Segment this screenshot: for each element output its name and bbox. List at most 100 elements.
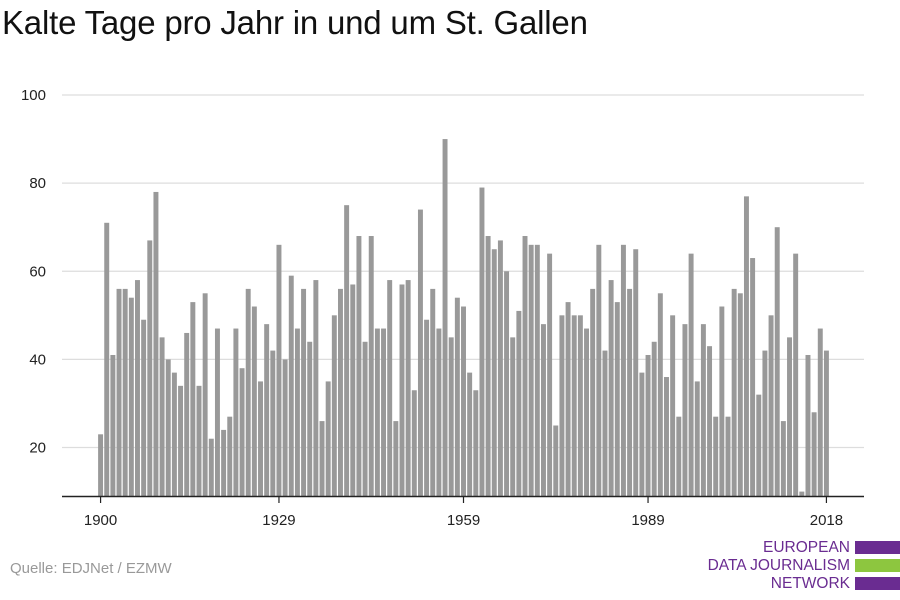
logo-line-1: EUROPEAN bbox=[763, 539, 850, 556]
bar-1927 bbox=[264, 324, 270, 496]
logo-bar-purple-bottom bbox=[855, 577, 900, 590]
bar-2012 bbox=[787, 337, 792, 496]
bar-1992 bbox=[664, 377, 669, 496]
y-tick-label-40: 40 bbox=[29, 351, 46, 368]
bar-1923 bbox=[239, 368, 245, 496]
bar-1967 bbox=[510, 337, 516, 496]
bar-1960 bbox=[467, 372, 473, 496]
bar-1943 bbox=[362, 341, 368, 496]
bar-2000 bbox=[713, 416, 719, 496]
bar-1945 bbox=[374, 328, 380, 496]
x-tick-label-2018: 2018 bbox=[810, 512, 843, 529]
bar-1991 bbox=[657, 293, 663, 496]
bar-1917 bbox=[202, 293, 208, 496]
chart-title: Kalte Tage pro Jahr in und um St. Gallen bbox=[2, 4, 588, 41]
bar-1922 bbox=[233, 328, 239, 496]
x-tick-label-1959: 1959 bbox=[447, 512, 480, 529]
bar-1939 bbox=[337, 288, 343, 496]
y-tick-label-60: 60 bbox=[29, 263, 46, 280]
bar-1949 bbox=[399, 284, 405, 496]
bar-1962 bbox=[479, 187, 485, 497]
bar-1920 bbox=[221, 429, 227, 496]
bar-1980 bbox=[590, 288, 596, 496]
bar-2005 bbox=[743, 196, 749, 496]
bar-1979 bbox=[584, 328, 590, 496]
bar-1990 bbox=[651, 341, 657, 496]
bar-1968 bbox=[516, 310, 522, 496]
bar-1997 bbox=[694, 381, 700, 496]
bar-1902 bbox=[110, 354, 116, 496]
bar-2013 bbox=[793, 253, 799, 496]
bars bbox=[98, 139, 829, 497]
bar-1984 bbox=[614, 302, 620, 496]
bar-1901 bbox=[104, 222, 110, 497]
bar-1955 bbox=[436, 328, 442, 496]
bar-1913 bbox=[178, 385, 184, 496]
bar-1908 bbox=[147, 240, 153, 496]
bar-2016 bbox=[811, 412, 817, 496]
bar-1989 bbox=[645, 354, 651, 496]
logo-line-2: DATA JOURNALISM bbox=[707, 557, 850, 574]
bar-1977 bbox=[571, 315, 577, 496]
bar-1999 bbox=[707, 346, 713, 496]
bar-1994 bbox=[676, 416, 682, 496]
bar-2006 bbox=[750, 258, 756, 496]
bar-1925 bbox=[251, 306, 257, 496]
x-tick-label-1900: 1900 bbox=[84, 512, 117, 529]
bar-1935 bbox=[313, 280, 319, 496]
bar-2011 bbox=[780, 421, 786, 496]
bar-1957 bbox=[448, 337, 454, 496]
bar-1959 bbox=[461, 306, 466, 496]
bar-1974 bbox=[553, 425, 559, 496]
bar-1932 bbox=[294, 328, 300, 496]
bar-2017 bbox=[817, 328, 823, 496]
bar-1937 bbox=[325, 381, 331, 496]
bar-1914 bbox=[184, 332, 190, 496]
bar-1956 bbox=[442, 139, 448, 497]
bar-1981 bbox=[596, 244, 602, 496]
bar-1961 bbox=[473, 390, 479, 496]
bar-1986 bbox=[627, 288, 633, 496]
bar-1944 bbox=[368, 236, 374, 496]
bar-2009 bbox=[768, 315, 774, 496]
bar-1975 bbox=[559, 315, 565, 496]
y-tick-label-80: 80 bbox=[29, 175, 46, 192]
bar-1929 bbox=[276, 244, 282, 496]
bar-1900 bbox=[98, 434, 104, 496]
bar-1987 bbox=[633, 249, 639, 496]
bar-1972 bbox=[540, 324, 546, 496]
bar-1993 bbox=[670, 315, 676, 496]
bar-1969 bbox=[522, 236, 528, 496]
bar-1965 bbox=[497, 240, 503, 496]
bar-1924 bbox=[245, 288, 251, 496]
bar-1938 bbox=[331, 315, 337, 496]
bar-1911 bbox=[165, 359, 171, 496]
bar-1964 bbox=[491, 249, 497, 496]
bar-1942 bbox=[356, 236, 362, 496]
logo-line-3: NETWORK bbox=[770, 575, 850, 592]
bar-2014 bbox=[799, 491, 805, 496]
bar-2015 bbox=[805, 354, 811, 496]
x-tick-label-1929: 1929 bbox=[262, 512, 295, 529]
bar-1978 bbox=[577, 315, 583, 496]
bar-1996 bbox=[688, 253, 694, 496]
bar-2007 bbox=[756, 394, 762, 496]
bar-1973 bbox=[547, 253, 553, 496]
bar-1921 bbox=[227, 416, 233, 496]
bar-1903 bbox=[116, 288, 122, 496]
bar-1988 bbox=[639, 372, 645, 496]
bar-2018 bbox=[823, 350, 829, 496]
bar-1970 bbox=[528, 244, 534, 496]
bar-1906 bbox=[135, 280, 140, 496]
edjnet-logo[interactable]: EUROPEAN DATA JOURNALISM NETWORK bbox=[700, 537, 900, 595]
bar-1976 bbox=[565, 302, 571, 496]
x-tick-label-1989: 1989 bbox=[631, 512, 664, 529]
bar-1947 bbox=[387, 280, 393, 496]
bar-1910 bbox=[159, 337, 165, 496]
bar-1983 bbox=[608, 280, 614, 496]
axes: 20 40 60 80 100 1900 1929 1959 1989 2018 bbox=[21, 87, 864, 529]
bar-2010 bbox=[774, 227, 780, 496]
bar-1936 bbox=[319, 421, 325, 496]
bar-1909 bbox=[153, 191, 159, 496]
